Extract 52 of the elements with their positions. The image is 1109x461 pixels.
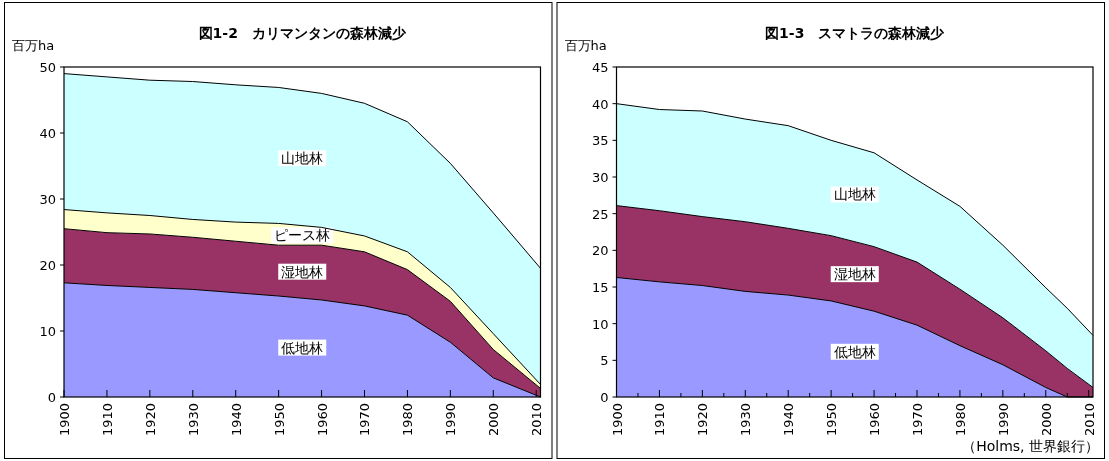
series-label: ピース林 xyxy=(274,227,331,244)
y-tick-label: 30 xyxy=(591,170,609,185)
chart-title: 図1-3 スマトラの森林減少 xyxy=(765,25,946,41)
x-tick-label: 1950 xyxy=(824,403,840,437)
y-axis-title: 百万ha xyxy=(12,38,55,53)
x-tick-label: 1990 xyxy=(443,403,459,437)
x-tick-label: 2010 xyxy=(529,403,545,437)
y-tick-label: 40 xyxy=(39,126,56,141)
x-tick-label: 1930 xyxy=(738,403,754,437)
x-tick-label: 2010 xyxy=(1081,403,1097,437)
x-tick-label: 1960 xyxy=(314,403,330,437)
y-tick-label: 0 xyxy=(47,390,56,405)
y-tick-label: 15 xyxy=(591,280,609,295)
x-tick-label: 1980 xyxy=(952,403,968,437)
x-tick-label: 1990 xyxy=(995,403,1011,437)
series-label: 低地林 xyxy=(281,339,324,356)
x-tick-label: 2000 xyxy=(1038,403,1054,437)
y-tick-label: 20 xyxy=(591,243,609,259)
x-tick-label: 1920 xyxy=(695,403,711,437)
y-axis-title: 百万ha xyxy=(564,38,607,53)
x-tick-label: 1910 xyxy=(652,403,668,437)
x-tick-label: 1920 xyxy=(142,403,158,437)
y-tick-label: 10 xyxy=(591,316,609,332)
y-tick-label: 10 xyxy=(39,324,56,339)
y-tick-label: 20 xyxy=(39,258,56,273)
y-tick-label: 0 xyxy=(600,390,609,405)
x-tick-label: 1940 xyxy=(228,403,244,437)
y-tick-label: 30 xyxy=(39,192,56,207)
text: （Holms, 世界銀行） xyxy=(962,438,1099,454)
series-label: 山地林 xyxy=(833,186,876,203)
series-label: 低地林 xyxy=(833,343,876,360)
y-tick-label: 40 xyxy=(591,96,609,112)
x-tick-label: 1970 xyxy=(910,403,925,437)
y-tick-label: 25 xyxy=(591,206,609,222)
series-label: 湿地林 xyxy=(281,263,324,280)
x-tick-label: 1950 xyxy=(271,403,287,437)
chart-title: 図1-2 カリマンタンの森林減少 xyxy=(198,25,407,41)
x-tick-label: 1900 xyxy=(57,403,72,437)
x-tick-label: 2000 xyxy=(486,403,502,437)
x-tick-label: 1940 xyxy=(781,403,797,437)
series-label: 湿地林 xyxy=(833,266,876,283)
x-tick-label: 1980 xyxy=(400,403,416,437)
x-tick-label: 1970 xyxy=(357,403,373,437)
x-tick-label: 1960 xyxy=(867,403,883,437)
y-tick-label: 50 xyxy=(39,60,56,75)
series-label: 山地林 xyxy=(281,150,324,167)
y-tick-label: 35 xyxy=(591,133,609,149)
y-tick-label: 5 xyxy=(600,353,609,369)
y-tick-label: 45 xyxy=(591,60,609,75)
x-tick-label: 1900 xyxy=(609,403,625,437)
x-tick-label: 1930 xyxy=(185,403,201,437)
x-tick-label: 1910 xyxy=(99,403,115,437)
